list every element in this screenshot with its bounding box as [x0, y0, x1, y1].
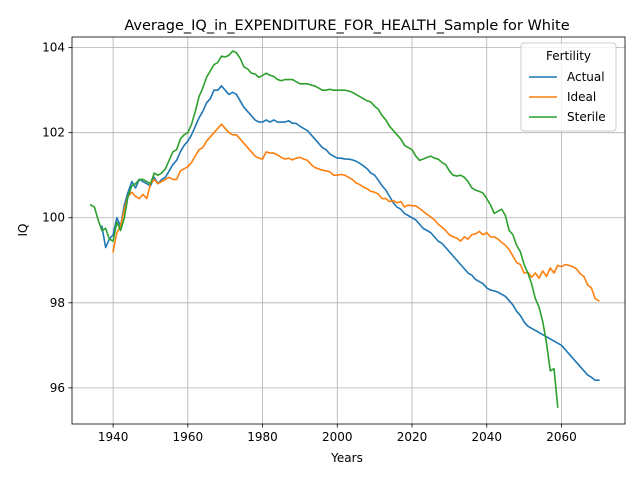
- legend-label: Actual: [567, 70, 605, 84]
- series-line-actual: [100, 85, 600, 381]
- series-layer: [89, 50, 600, 408]
- legend-title: Fertility: [546, 49, 591, 63]
- x-tick-label: 1960: [173, 430, 204, 444]
- x-axis-label: Years: [330, 451, 363, 465]
- x-tick-label: 1940: [98, 430, 129, 444]
- series-line-sterile: [89, 50, 559, 408]
- y-tick-label: 102: [42, 126, 65, 140]
- axes-frame: [71, 36, 626, 425]
- legend-entries: Actual Ideal Sterile: [529, 70, 606, 124]
- y-axis-label: IQ: [16, 224, 30, 237]
- y-tick-label: 104: [42, 41, 65, 55]
- series-line-ideal: [112, 123, 600, 302]
- x-axis-ticks: 1940 1960 1980 2000 2020 2040 2060: [98, 424, 577, 444]
- grid: [72, 37, 625, 424]
- legend-label: Ideal: [567, 90, 596, 104]
- x-tick-label: 2060: [546, 430, 577, 444]
- y-tick-label: 96: [50, 381, 65, 395]
- legend-box: [520, 42, 617, 132]
- chart-title: Average_IQ_in_EXPENDITURE_FOR_HEALTH_Sam…: [124, 18, 569, 34]
- x-tick-label: 2000: [322, 430, 353, 444]
- x-tick-label: 2020: [397, 430, 428, 444]
- legend-item-actual: Actual: [529, 70, 605, 84]
- y-axis-ticks: 96 98 100 102 104: [42, 41, 72, 395]
- x-tick-label: 1980: [247, 430, 278, 444]
- y-tick-label: 100: [42, 211, 65, 225]
- legend-item-ideal: Ideal: [529, 90, 596, 104]
- x-tick-label: 2040: [471, 430, 502, 444]
- legend-item-sterile: Sterile: [529, 110, 606, 124]
- legend: Fertility Actual Ideal Sterile: [520, 42, 617, 132]
- legend-label: Sterile: [567, 110, 606, 124]
- y-tick-label: 98: [50, 296, 65, 310]
